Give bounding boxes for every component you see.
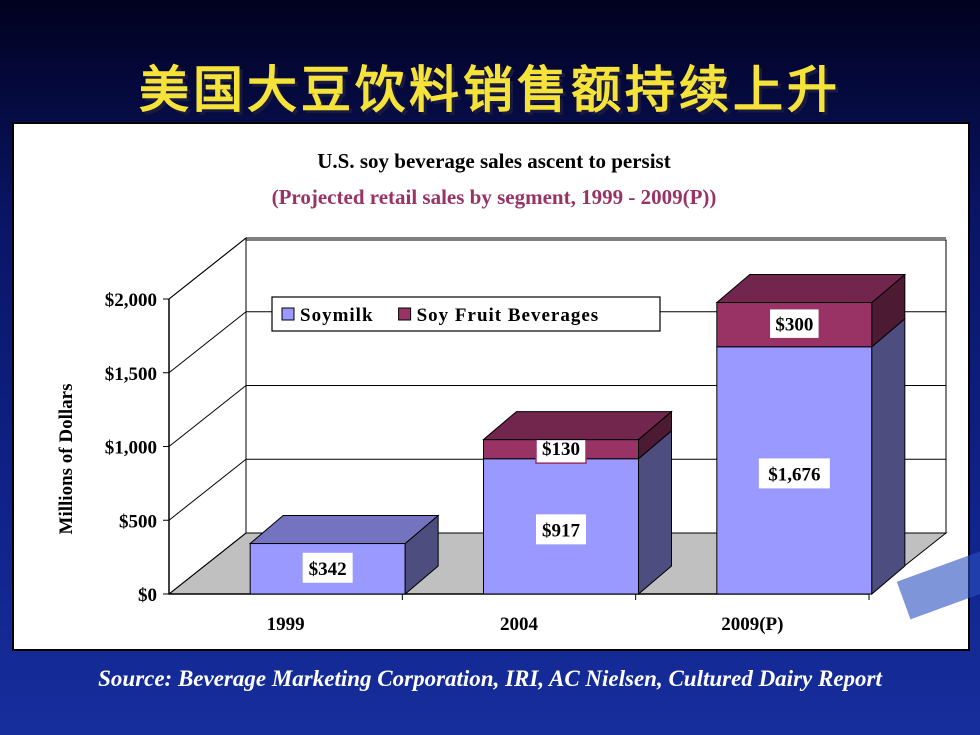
gridline-side	[168, 311, 247, 374]
legend-box	[271, 296, 661, 332]
data-label: $342	[309, 559, 347, 580]
source-note: Source: Beverage Marketing Corporation, …	[98, 666, 882, 691]
chart-panel: U.S. soy beverage sales ascent to persis…	[12, 122, 970, 651]
gridline-side	[168, 532, 247, 595]
data-label: $1,676	[768, 464, 820, 485]
y-tick-label: $1,000	[105, 438, 157, 459]
y-axis-label: Millions of Dollars	[56, 384, 77, 535]
legend-swatch	[398, 307, 412, 321]
legend-entry: Soymilk	[300, 305, 374, 326]
y-tick-label: $1,500	[105, 364, 157, 385]
bar-top-face	[248, 515, 440, 545]
slide-title: 美国大豆饮料销售额持续上升	[139, 61, 841, 119]
chart-subtitle: (Projected retail sales by segment, 1999…	[272, 185, 717, 209]
x-tick-label: 1999	[267, 614, 305, 635]
gridline-side	[168, 237, 247, 300]
gridline-side	[168, 385, 247, 447]
legend-swatch	[281, 307, 295, 321]
legend-entry: Soy Fruit Beverages	[417, 305, 600, 326]
data-label: $130	[542, 439, 580, 460]
y-tick-label: $500	[119, 511, 157, 532]
x-tick-label: 2004	[500, 614, 539, 635]
y-tick-label: $0	[138, 585, 157, 606]
data-label: $917	[542, 520, 581, 541]
bar-soymilk-side	[638, 429, 672, 596]
data-label: $300	[775, 315, 813, 336]
data-label-box	[768, 307, 821, 340]
bar-top-face	[715, 274, 907, 304]
data-label-box	[758, 458, 830, 489]
gridline-side	[168, 458, 247, 521]
data-label-box	[536, 514, 586, 545]
bar-soymilk-side	[871, 317, 906, 596]
bar-top-face	[482, 411, 673, 441]
y-tick-label: $2,000	[105, 290, 157, 311]
x-tick-label: 2009(P)	[721, 614, 783, 635]
data-label-box	[302, 552, 353, 583]
chart-title: U.S. soy beverage sales ascent to persis…	[317, 149, 670, 173]
bar-chart: U.S. soy beverage sales ascent to persis…	[56, 149, 948, 635]
